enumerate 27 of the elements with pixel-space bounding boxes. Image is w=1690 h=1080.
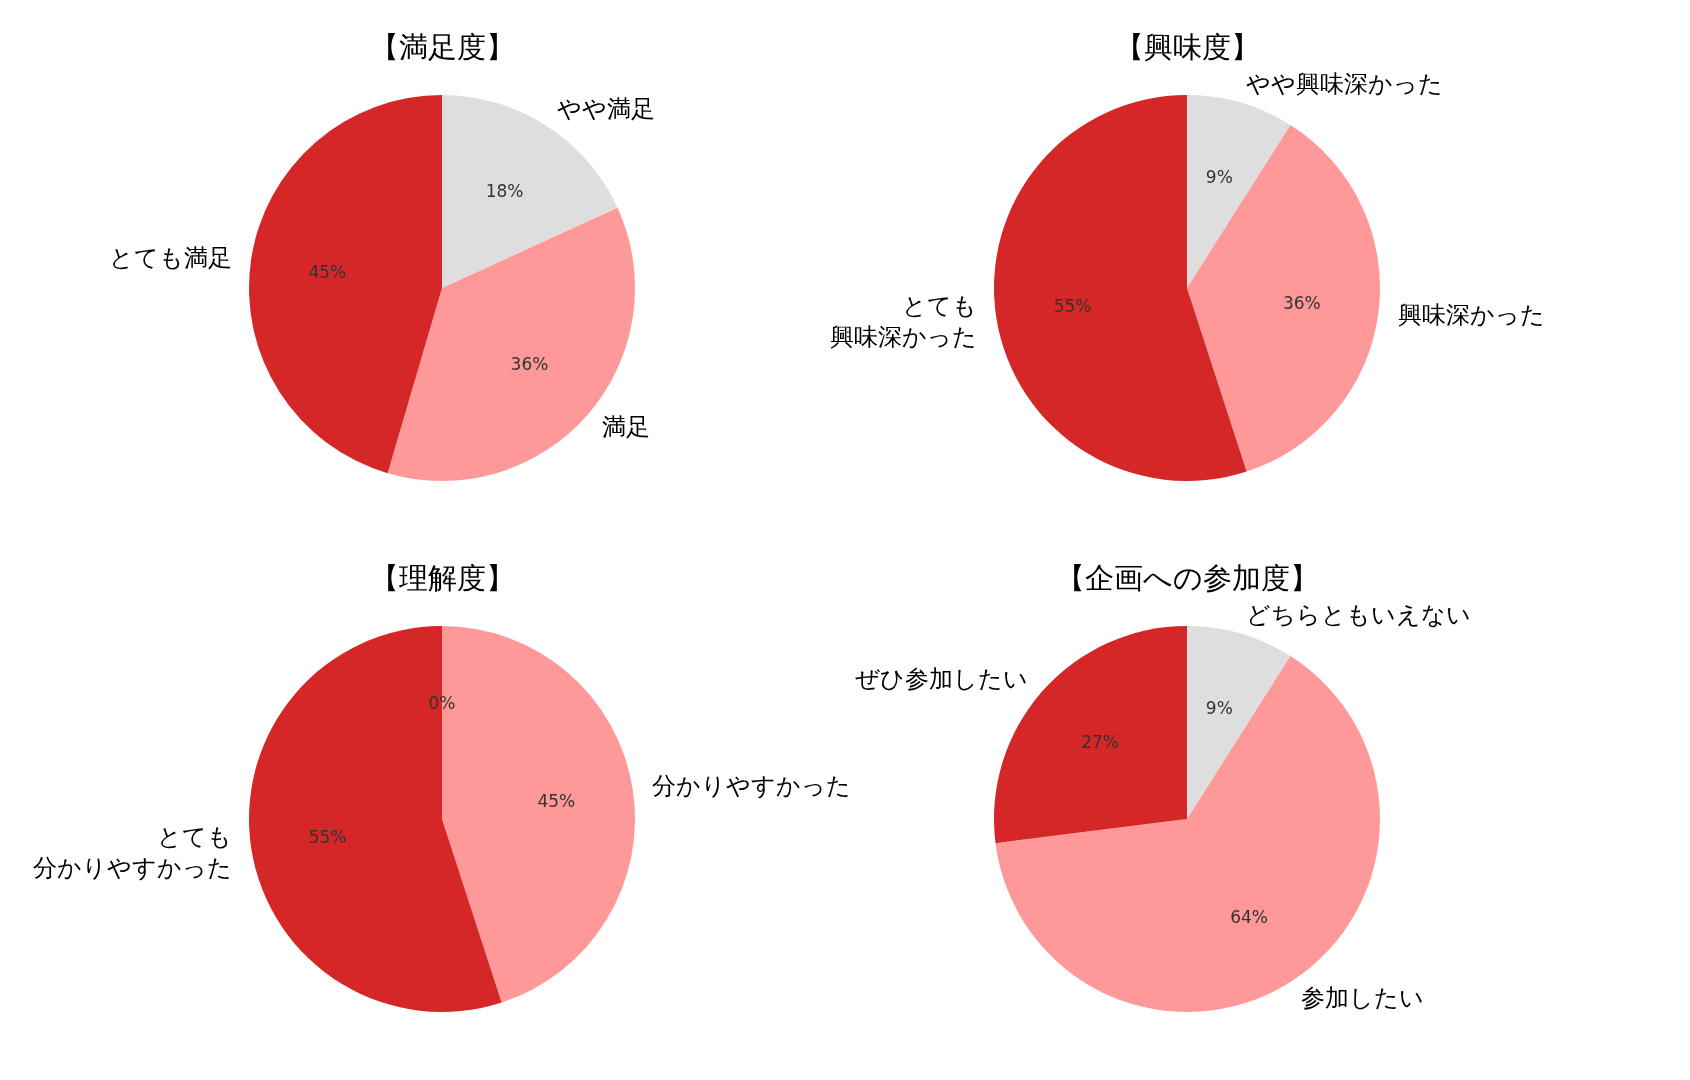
slice-label: やや興味深かった <box>1246 70 1444 99</box>
slice-label: 満足 <box>602 413 651 442</box>
slice-label: 興味深かった <box>1397 300 1545 329</box>
chart-title: 【理解度】 <box>369 561 515 595</box>
data-label: 45% <box>537 790 576 811</box>
slice-label: やや満足 <box>556 95 655 124</box>
slice-label: とても満足 <box>108 243 232 272</box>
slice-label: 分かりやすかった <box>651 771 851 800</box>
chart-title: 【満足度】 <box>369 30 515 64</box>
data-label: 64% <box>1230 906 1268 927</box>
text: 0% <box>428 693 456 714</box>
slice-label: 参加したい <box>1300 984 1424 1013</box>
data-label: 45% <box>308 261 347 282</box>
slice-label: とても興味深かった <box>830 291 978 351</box>
data-label: 9% <box>1205 166 1233 187</box>
chart-title: 【企画への参加度】 <box>1055 561 1319 595</box>
slice-label: とても分かりやすかった <box>33 822 233 882</box>
data-label: 36% <box>1282 292 1321 313</box>
data-label: 9% <box>1205 697 1233 718</box>
data-label: 36% <box>510 353 549 374</box>
data-label: 55% <box>308 827 347 848</box>
slice-label: どちらともいえない <box>1246 601 1472 630</box>
data-label: 55% <box>1053 296 1092 317</box>
chart-title: 【興味度】 <box>1114 30 1260 64</box>
data-label: 27% <box>1081 732 1120 753</box>
slice-label: ぜひ参加したい <box>854 664 1028 693</box>
data-label: 18% <box>485 180 524 201</box>
